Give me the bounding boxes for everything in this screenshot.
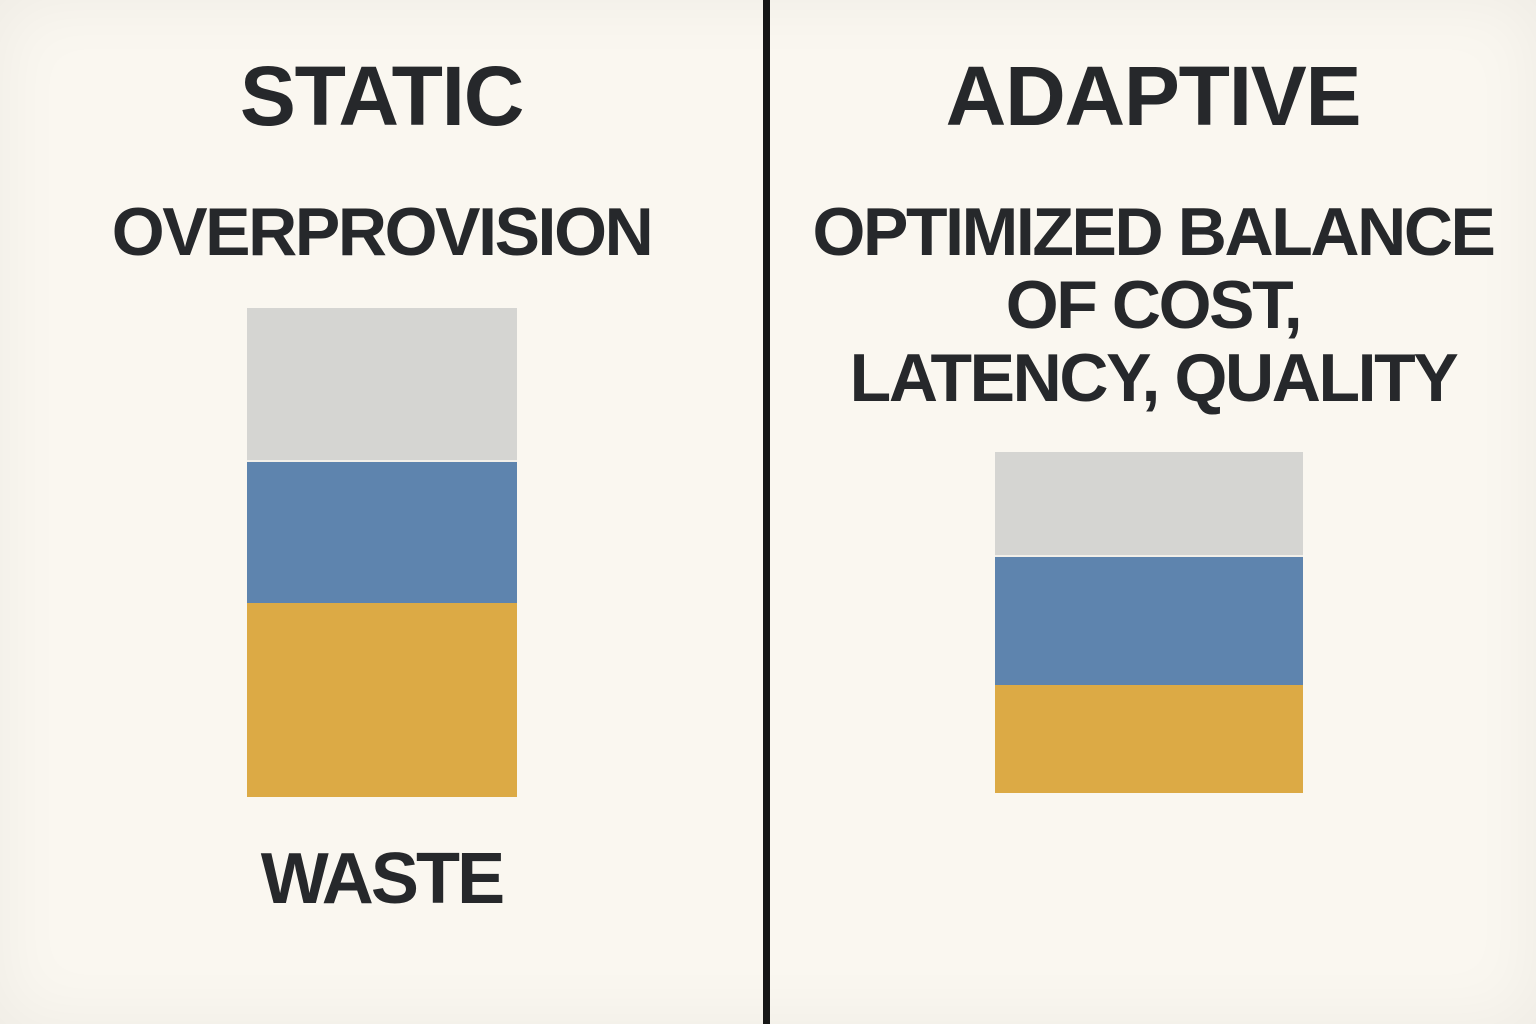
static-title: STATIC	[239, 49, 525, 143]
adaptive-subtitle: OPTIMIZED BALANCE OF COST, LATENCY, QUAL…	[770, 196, 1536, 415]
bar-segment-blue	[247, 462, 517, 603]
adaptive-title: ADAPTIVE	[945, 49, 1362, 143]
static-stacked-bar	[247, 308, 517, 797]
waste-label: WASTE	[260, 839, 505, 919]
bar-segment-gray	[995, 452, 1303, 555]
static-subtitle-line: OVERPROVISION	[111, 194, 654, 270]
bar-segment-yellow	[247, 603, 517, 797]
segment-separator	[995, 555, 1303, 557]
static-subtitle: OVERPROVISION	[0, 196, 763, 269]
bar-segment-gray	[247, 308, 517, 460]
adaptive-subtitle-line: OPTIMIZED BALANCE	[812, 194, 1495, 270]
segment-separator	[247, 460, 517, 462]
adaptive-subtitle-line: OF COST,	[1005, 267, 1303, 343]
adaptive-subtitle-line: LATENCY, QUALITY	[849, 340, 1459, 416]
adaptive-stacked-bar	[995, 452, 1303, 793]
bar-segment-yellow	[995, 685, 1303, 793]
static-panel: STATIC OVERPROVISION WASTE	[0, 0, 763, 1024]
bar-segment-blue	[995, 557, 1303, 685]
adaptive-panel: ADAPTIVE OPTIMIZED BALANCE OF COST, LATE…	[770, 0, 1536, 1024]
panel-divider-line	[763, 0, 770, 1024]
